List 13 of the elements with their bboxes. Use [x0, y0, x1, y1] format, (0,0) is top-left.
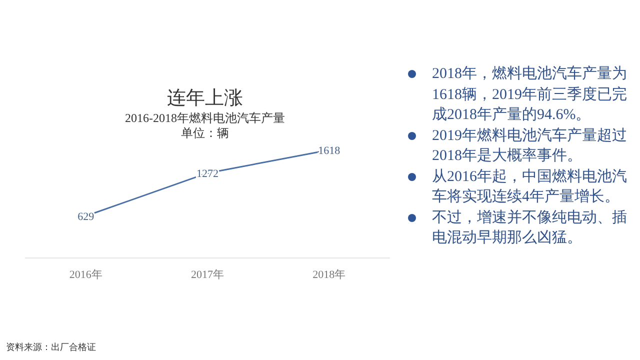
data-label: 1618	[318, 145, 341, 157]
chart-subtitle: 2016-2018年燃料电池汽车产量	[125, 111, 285, 125]
x-tick-label: 2018年	[312, 269, 346, 281]
x-tick-label: 2016年	[69, 269, 102, 281]
text: 单位：辆	[181, 126, 229, 140]
text: 从2016年起，中国燃料电池汽车将实现连续4年产量增长。	[432, 168, 627, 205]
text: 2018年，燃料电池汽车产量为1618辆，2019年前三季度已完成2018年产量的94.6%。	[432, 66, 627, 123]
text: 资料来源：出厂合格证	[6, 342, 96, 352]
data-label: 629	[78, 211, 95, 224]
x-tick-label: 2017年	[191, 269, 224, 281]
text: 2019年燃料电池汽车产量超过2018年是大概率事件。	[432, 128, 627, 164]
chart-title: 连年上涨	[167, 88, 243, 109]
text: 不过，增速并不像纯电动、插电混动早期那么凶猛。	[432, 210, 627, 246]
